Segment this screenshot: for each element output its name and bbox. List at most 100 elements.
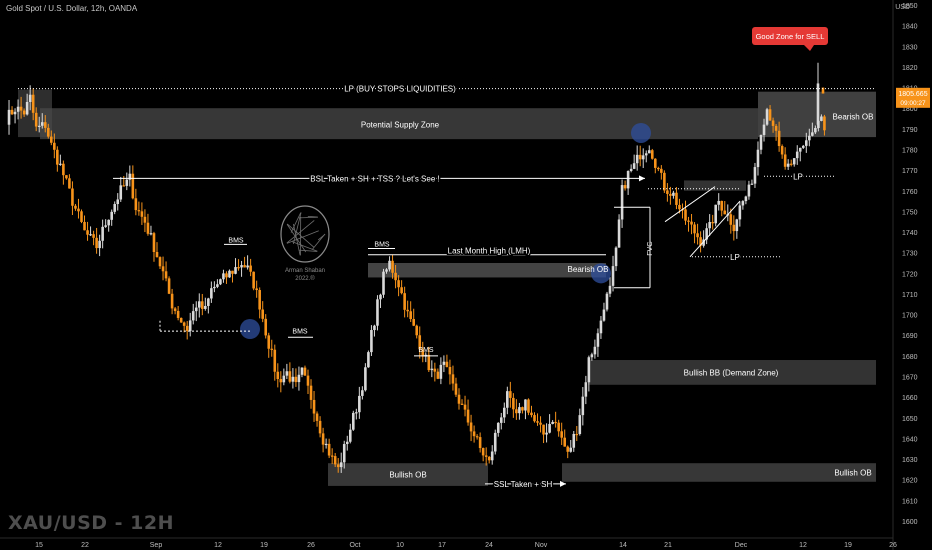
price-tag-value: 1805.665: [898, 91, 927, 98]
candle-body: [663, 172, 666, 191]
candle-body: [811, 132, 814, 136]
candle-body: [421, 349, 425, 357]
candle-body: [71, 188, 74, 206]
liquidity-circle: [591, 263, 611, 284]
watermark: XAU/USD - 12H: [8, 512, 174, 534]
candle-body: [146, 222, 150, 234]
x-tick-label: 12: [799, 542, 807, 549]
candle-body: [509, 391, 512, 398]
candle-body: [644, 153, 648, 156]
x-tick-label: 19: [260, 542, 268, 549]
candle-body: [176, 310, 180, 318]
candle-body: [560, 431, 563, 438]
lp-buy-stops-label: LP (BUY STOPS LIQUIDITIES): [344, 85, 456, 94]
candle-body: [10, 109, 14, 115]
candle-body: [789, 163, 793, 165]
candle-body: [702, 239, 705, 246]
y-tick-label: 1680: [902, 354, 918, 361]
candle-body: [89, 234, 92, 236]
candle-body: [358, 395, 361, 413]
y-tick-label: 1710: [902, 292, 918, 299]
logo-text: 2022.®: [295, 275, 315, 282]
candle-body: [620, 185, 624, 220]
candle-body: [741, 201, 745, 206]
candle-body: [397, 280, 400, 288]
bms-label: BMS: [292, 328, 308, 335]
liquidity-circle: [240, 319, 260, 340]
y-tick-label: 1600: [902, 519, 918, 526]
candle-body: [808, 135, 811, 141]
candle-body: [243, 265, 246, 268]
candle-body: [593, 346, 597, 355]
candle-body: [699, 237, 702, 246]
y-tick-label: 1730: [902, 251, 918, 258]
candle-body: [693, 224, 696, 234]
bullish-ob-right-label: Bullish OB: [834, 468, 871, 477]
candle-body: [333, 456, 337, 465]
candle-body: [107, 219, 110, 226]
x-tick-label: Sep: [150, 542, 163, 549]
liquidity-circle: [631, 122, 651, 143]
candle-body: [140, 211, 144, 217]
candle-body: [623, 185, 627, 189]
candle-body: [780, 146, 784, 155]
candle-body: [318, 420, 322, 434]
zone-bearish-ob-middle: [368, 263, 606, 278]
candle-body: [463, 404, 467, 410]
candle-body: [774, 125, 778, 131]
candle-body: [53, 142, 56, 150]
candle-body: [490, 451, 494, 461]
candle-body: [300, 367, 304, 375]
x-tick-label: 19: [844, 542, 852, 549]
candle-body: [303, 367, 307, 376]
candle-body: [696, 233, 699, 238]
candle-body: [50, 136, 53, 143]
candle-body: [7, 109, 11, 125]
candle-body: [521, 407, 524, 411]
y-tick-label: 1780: [902, 147, 918, 154]
candle-body: [19, 106, 23, 111]
candle-body: [330, 455, 334, 457]
candle-body: [548, 423, 551, 433]
candle-body: [22, 110, 26, 115]
candle-body: [542, 424, 545, 435]
candle-body: [641, 155, 645, 160]
candle-body: [37, 125, 41, 127]
candle-body: [246, 265, 249, 268]
candle-body: [225, 273, 228, 278]
y-tick-label: 1740: [902, 230, 918, 237]
candle-body: [563, 437, 566, 447]
candle-body: [370, 330, 373, 353]
candle-body: [472, 431, 476, 437]
candle-body: [545, 432, 548, 435]
y-tick-label: 1840: [902, 24, 918, 31]
candle-body: [448, 366, 452, 375]
candle-body: [40, 122, 44, 126]
candle-body: [675, 192, 678, 205]
candle-body: [231, 270, 234, 274]
y-tick-label: 1640: [902, 436, 918, 443]
candle-body: [524, 399, 527, 411]
candle-body: [506, 391, 509, 408]
candle-body: [406, 309, 409, 312]
x-tick-label: 17: [438, 542, 446, 549]
y-tick-label: 1700: [902, 313, 918, 320]
candle-body: [185, 325, 189, 332]
candle-body: [131, 173, 135, 199]
candle-body: [255, 288, 258, 291]
candle-body: [821, 87, 825, 94]
candle-body: [291, 376, 295, 382]
candle-body: [454, 383, 458, 395]
candle-body: [418, 335, 422, 350]
candle-body: [210, 288, 213, 299]
candle-body: [765, 109, 769, 125]
candle-body: [599, 320, 603, 334]
candle-body: [617, 219, 621, 248]
candle-body: [518, 407, 521, 414]
y-tick-label: 1770: [902, 168, 918, 175]
ssl-label: SSL Taken + SH: [494, 480, 553, 489]
candle-body: [669, 193, 672, 196]
x-tick-label: 22: [81, 542, 89, 549]
candle-body: [512, 397, 515, 410]
